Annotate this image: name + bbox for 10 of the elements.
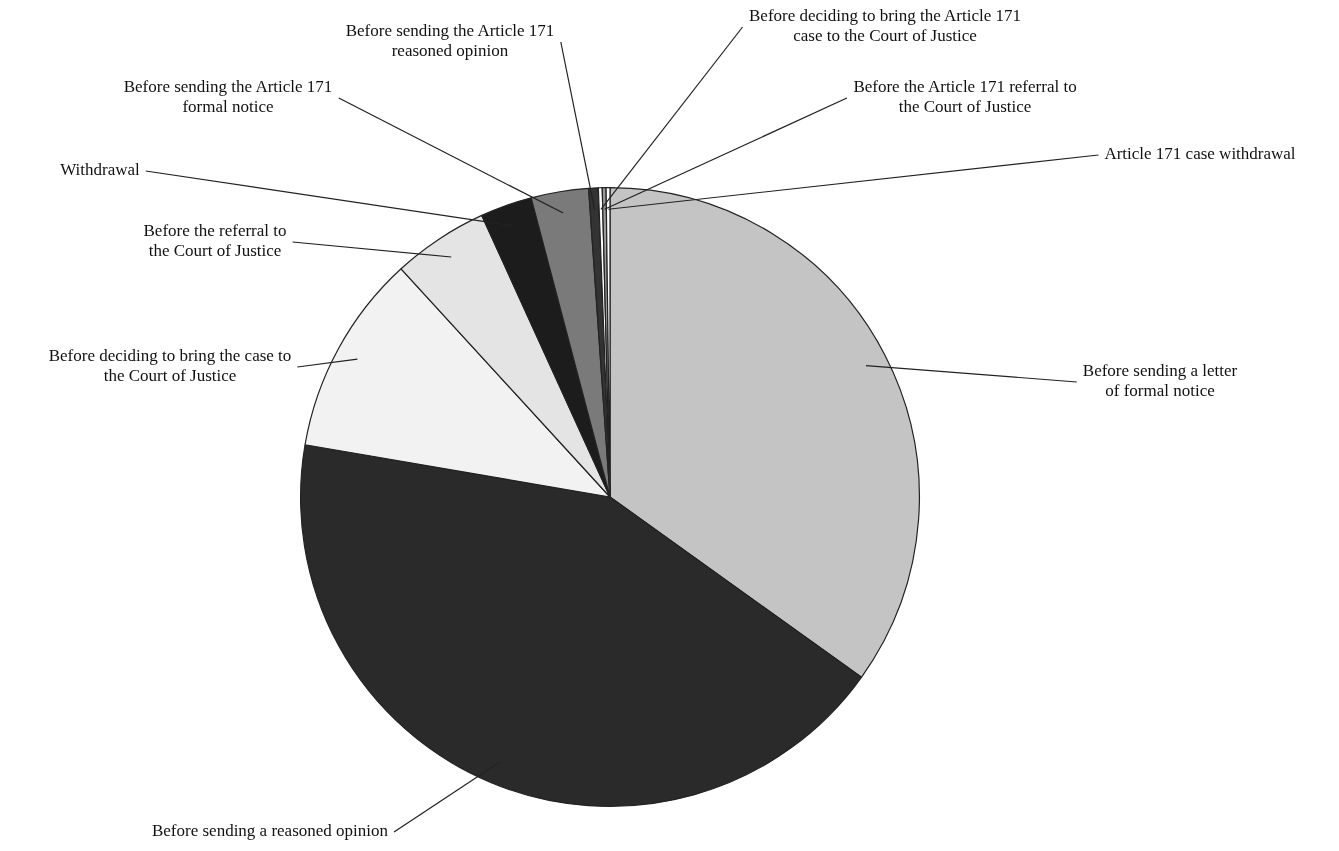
- slice-label: Withdrawal: [60, 160, 141, 180]
- slice-label: Article 171 case withdrawal: [1104, 144, 1296, 164]
- slice-label: Before sending a reasoned opinion: [151, 821, 389, 841]
- slice-label: Before the referral to the Court of Justice: [143, 221, 287, 261]
- slice-label: Before sending the Article 171 formal notice: [123, 77, 333, 117]
- slice-label: Before the Article 171 referral to the Court of Justice: [853, 77, 1077, 117]
- slice-label: Before sending a letter of formal notice: [1082, 361, 1238, 401]
- slice-label: Before deciding to bring the Article 171 case to the Court of Justice: [749, 6, 1021, 46]
- slice-label: Before sending the Article 171 reasoned opinion: [345, 21, 555, 61]
- slice-label: Before deciding to bring the case to the Court of Justice: [48, 346, 292, 386]
